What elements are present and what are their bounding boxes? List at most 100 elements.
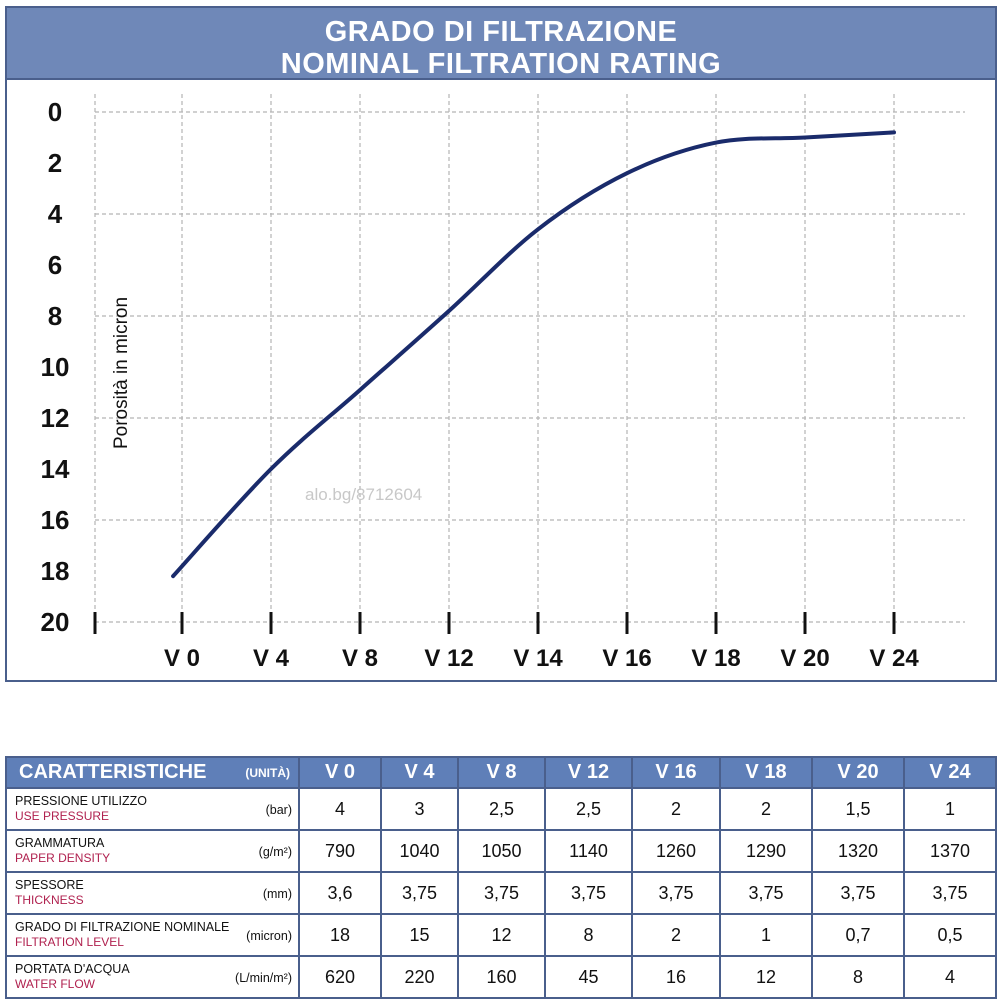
table-cell: 1290 xyxy=(719,829,813,873)
table-cell: 620 xyxy=(298,955,382,999)
header-unit-label: (UNITÀ) xyxy=(245,766,290,780)
table-cell: 3,75 xyxy=(380,871,459,915)
x-tick-label: V 8 xyxy=(342,645,378,672)
table-cell: 12 xyxy=(457,913,546,957)
table-cell: 0,7 xyxy=(811,913,905,957)
table-cell: 3,75 xyxy=(544,871,633,915)
x-tick-label: V 4 xyxy=(253,645,290,672)
column-header: V 12 xyxy=(544,756,633,789)
row-label: PORTATA D'ACQUA WATER FLOW (L/min/m²) xyxy=(5,955,300,999)
table-cell: 4 xyxy=(298,787,382,831)
column-header: V 20 xyxy=(811,756,905,789)
y-tick-label: 4 xyxy=(48,199,63,229)
row-unit: (micron) xyxy=(246,929,292,943)
table-cell: 3,75 xyxy=(457,871,546,915)
y-tick-label: 2 xyxy=(48,148,62,178)
y-tick-label: 12 xyxy=(41,403,70,433)
row-label-italian: SPESSORE xyxy=(15,878,84,892)
chart-subtitle: NOMINAL FILTRATION RATING xyxy=(280,48,722,80)
row-label-italian: PORTATA D'ACQUA xyxy=(15,962,130,976)
chart-header: GRADO DI FILTRAZIONE NOMINAL FILTRATION … xyxy=(7,8,995,80)
row-label-italian: GRADO DI FILTRAZIONE NOMINALE xyxy=(15,920,230,934)
chart-title: GRADO DI FILTRAZIONE xyxy=(324,16,678,48)
row-label-english: USE PRESSURE xyxy=(15,809,110,823)
table-cell: 2 xyxy=(719,787,813,831)
y-tick-label: 6 xyxy=(48,250,62,280)
y-tick-label: 16 xyxy=(41,505,70,535)
series-line xyxy=(171,130,896,579)
table-cell: 1320 xyxy=(811,829,905,873)
row-label: GRADO DI FILTRAZIONE NOMINALE FILTRATION … xyxy=(5,913,300,957)
row-label-english: WATER FLOW xyxy=(15,977,95,991)
row-label-english: FILTRATION LEVEL xyxy=(15,935,124,949)
table-cell: 45 xyxy=(544,955,633,999)
x-tick-label: V 24 xyxy=(869,645,919,672)
header-characteristics-label: CARATTERISTICHE xyxy=(19,761,207,783)
table-cell: 1370 xyxy=(903,829,997,873)
table-cell: 3,75 xyxy=(719,871,813,915)
table-body: PRESSIONE UTILIZZO USE PRESSURE (bar) 4 3 2,5… xyxy=(5,787,997,999)
table-cell: 2,5 xyxy=(544,787,633,831)
table-cell: 1050 xyxy=(457,829,546,873)
table-cell: 8 xyxy=(811,955,905,999)
chart-axes: 0 2 4 6 8 10 12 14 16 18 20 V 0 V 4 V 8 V 12 V 14 V 16 V … xyxy=(41,97,920,672)
row-label: GRAMMATURA PAPER DENSITY (g/m²) xyxy=(5,829,300,873)
table-cell: 3,75 xyxy=(631,871,721,915)
table-cell: 2 xyxy=(631,913,721,957)
row-label: SPESSORE THICKNESS (mm) xyxy=(5,871,300,915)
table-row: GRADO DI FILTRAZIONE NOMINALE FILTRATION … xyxy=(5,913,997,957)
table-cell: 790 xyxy=(298,829,382,873)
row-unit: (g/m²) xyxy=(258,845,292,859)
table-cell: 15 xyxy=(380,913,459,957)
watermark: alo.bg/8712604 xyxy=(305,485,422,504)
chart-series xyxy=(171,130,896,579)
table-row: PRESSIONE UTILIZZO USE PRESSURE (bar) 4 3 2,5… xyxy=(5,787,997,831)
table-cell: 0,5 xyxy=(903,913,997,957)
chart-panel: GRADO DI FILTRAZIONE NOMINAL FILTRATION … xyxy=(5,6,997,682)
table-cell: 3 xyxy=(380,787,459,831)
filtration-chart: 0 2 4 6 8 10 12 14 16 18 20 V 0 V 4 V 8 V 12 V 14 V 16 V … xyxy=(41,94,965,672)
table-cell: 2 xyxy=(631,787,721,831)
table-cell: 160 xyxy=(457,955,546,999)
row-label-italian: GRAMMATURA xyxy=(15,836,105,850)
y-tick-label: 18 xyxy=(41,556,70,586)
column-header: V 18 xyxy=(719,756,813,789)
table-cell: 1040 xyxy=(380,829,459,873)
table-cell: 12 xyxy=(719,955,813,999)
table-row: SPESSORE THICKNESS (mm) 3,6 3,75 3,75 3,75 3,75… xyxy=(5,871,997,915)
chart-grid xyxy=(94,94,965,623)
table-cell: 1 xyxy=(719,913,813,957)
y-tick-label: 0 xyxy=(48,97,62,127)
column-header: V 16 xyxy=(631,756,721,789)
table-cell: 18 xyxy=(298,913,382,957)
x-tick-label: V 12 xyxy=(424,645,473,672)
table-cell: 8 xyxy=(544,913,633,957)
table-row: PORTATA D'ACQUA WATER FLOW (L/min/m²) 620 22… xyxy=(5,955,997,999)
x-tick-label: V 20 xyxy=(780,645,829,672)
row-label-english: THICKNESS xyxy=(15,893,84,907)
table-row: GRAMMATURA PAPER DENSITY (g/m²) 790 1040 1050… xyxy=(5,829,997,873)
row-label: PRESSIONE UTILIZZO USE PRESSURE (bar) xyxy=(5,787,300,831)
table-cell: 1,5 xyxy=(811,787,905,831)
table-cell: 1260 xyxy=(631,829,721,873)
table-cell: 3,75 xyxy=(811,871,905,915)
table-cell: 220 xyxy=(380,955,459,999)
row-label-italian: PRESSIONE UTILIZZO xyxy=(15,794,147,808)
column-header: V 4 xyxy=(380,756,459,789)
y-tick-label: 14 xyxy=(41,454,70,484)
x-tick-label: V 18 xyxy=(691,645,740,672)
column-header: V 8 xyxy=(457,756,546,789)
table-cell: 4 xyxy=(903,955,997,999)
x-tick-label: V 14 xyxy=(513,645,563,672)
column-header: V 0 xyxy=(298,756,382,789)
table-cell: 1140 xyxy=(544,829,633,873)
table-cell: 2,5 xyxy=(457,787,546,831)
row-unit: (bar) xyxy=(265,803,292,817)
column-header: V 24 xyxy=(903,756,997,789)
row-label-english: PAPER DENSITY xyxy=(15,851,111,865)
table-cell: 1 xyxy=(903,787,997,831)
y-tick-label: 8 xyxy=(48,301,62,331)
y-axis-label: Porosità in micron xyxy=(111,297,132,449)
